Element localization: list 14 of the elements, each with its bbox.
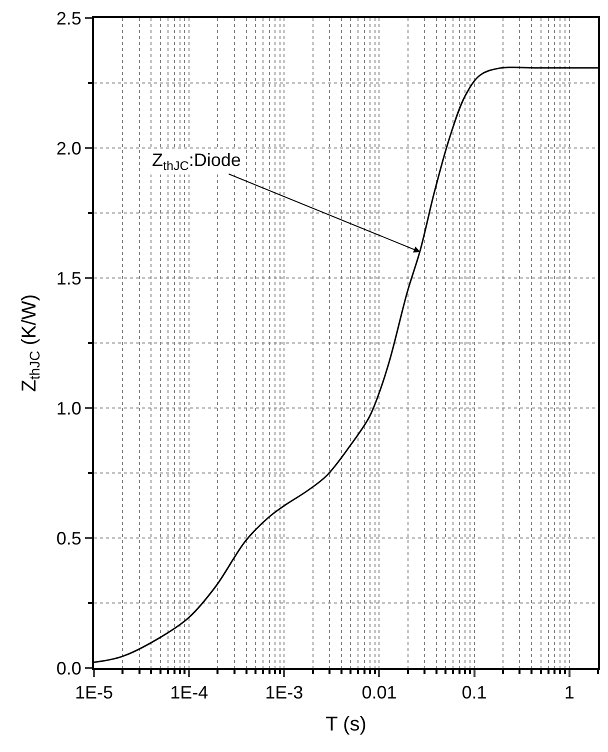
x-tick-label: 1E-4 — [170, 682, 208, 703]
y-tick-label: 2.5 — [56, 8, 82, 28]
x-tick-label: 1E-5 — [74, 682, 114, 703]
x-axis-title: T (s) — [326, 714, 366, 736]
x-tick-label: 0.1 — [462, 682, 487, 703]
x-tick-label: 1 — [564, 682, 574, 703]
x-tick-label: 0.01 — [362, 682, 397, 703]
annotation: Z$_{thJC}$:Diode — [152, 150, 241, 173]
y-tick-label: 1.5 — [56, 268, 82, 288]
y-tick-label: 1.0 — [56, 398, 82, 418]
y-tick-label: 0.5 — [56, 528, 82, 548]
x-tick-label: 1E-3 — [265, 682, 304, 703]
y-tick-label: 2.0 — [56, 138, 82, 158]
y-tick-label: 0.0 — [56, 658, 82, 678]
